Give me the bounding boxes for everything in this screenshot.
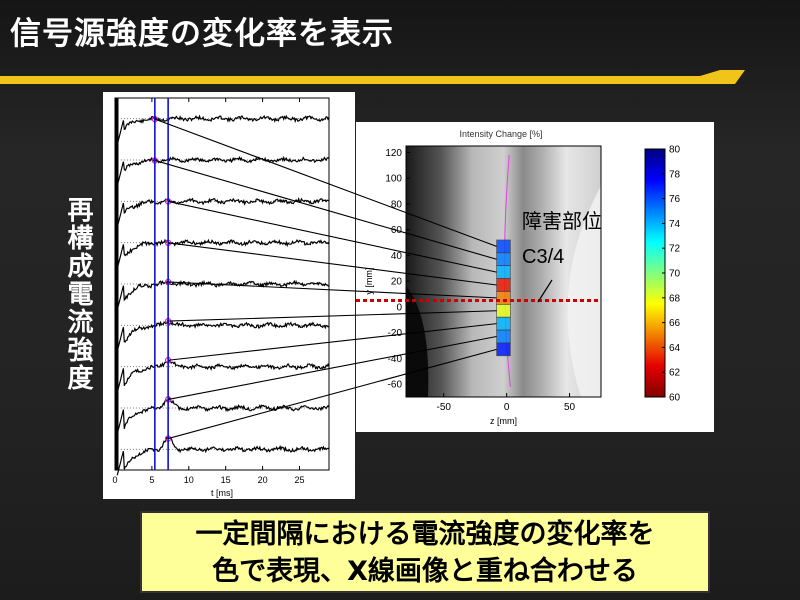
slide-title: 信号源強度の変化率を表示 <box>10 16 394 52</box>
y-tick-label: 120 <box>385 148 402 159</box>
source-block <box>496 304 511 318</box>
xray-chart-panel: Intensity Change [%] -50 0 50 z [mm] 120 100 80… <box>356 122 714 432</box>
source-block <box>496 329 511 344</box>
x-tick-label: 0 <box>112 475 117 485</box>
z-tick-label: -50 <box>437 402 452 413</box>
y-tick-label: 100 <box>385 174 402 185</box>
colorbar-tick-label: 78 <box>669 169 681 180</box>
colorbar-tick-label: 76 <box>669 194 681 205</box>
y-tick-label: 40 <box>391 251 403 262</box>
colorbar-tick-label: 72 <box>669 244 681 255</box>
colorbar-tick-label: 66 <box>669 318 681 329</box>
source-block <box>496 291 511 305</box>
waveform-trace <box>116 436 330 476</box>
y-axis-label: y [mm] <box>364 268 374 295</box>
y-tick-label: 0 <box>396 302 402 313</box>
chart-title: Intensity Change [%] <box>459 129 542 139</box>
waveform-chart: 0 5 10 15 20 25 t [ms] <box>112 97 330 498</box>
xray-bright-region <box>567 186 601 397</box>
lesion-label: 障害部位 <box>522 210 602 233</box>
source-block <box>496 252 511 267</box>
waveform-chart-panel: 0 5 10 15 20 25 t [ms] <box>103 92 355 499</box>
colorbar-tick-label: 62 <box>669 368 681 379</box>
caption-line-1: 一定間隔における電流強度の変化率を <box>195 519 655 550</box>
x-tick-label: 20 <box>258 475 268 485</box>
y-tick-label: 20 <box>391 277 403 288</box>
colorbar-tick-label: 80 <box>669 145 681 156</box>
z-tick-label: 0 <box>504 402 510 413</box>
source-block <box>496 239 511 254</box>
title-underline <box>0 70 745 84</box>
source-block <box>496 278 511 292</box>
x-axis-label: t [ms] <box>211 488 233 498</box>
y-tick-label: 60 <box>391 225 403 236</box>
z-axis-label: z [mm] <box>490 416 517 426</box>
caption-line-2: 色で表現、X線画像と重ね合わせる <box>212 556 638 587</box>
x-tick-label: 25 <box>294 475 304 485</box>
vertical-axis-caption: 再構成電流強度 <box>63 196 93 392</box>
colorbar-tick-label: 64 <box>669 343 681 354</box>
source-block <box>496 342 511 357</box>
colorbar-tick-label: 68 <box>669 293 681 304</box>
x-tick-label: 10 <box>184 475 194 485</box>
y-tick-label: -60 <box>388 380 403 391</box>
xray-overlay-chart: Intensity Change [%] -50 0 50 z [mm] 120 100 80… <box>356 129 681 426</box>
x-tick-label: 15 <box>221 475 231 485</box>
colorbar-tick-label: 60 <box>669 393 681 404</box>
level-label: C3/4 <box>522 246 564 268</box>
z-tick-label: 50 <box>564 402 576 413</box>
level-pointer-line <box>537 279 553 303</box>
y-tick-label: 80 <box>391 199 403 210</box>
source-block <box>496 265 511 279</box>
source-block <box>496 316 511 331</box>
colorbar-tick-label: 70 <box>669 269 681 280</box>
y-tick-label: -40 <box>388 354 403 365</box>
caption-box: 一定間隔における電流強度の変化率を 色で表現、X線画像と重ね合わせる <box>140 511 710 593</box>
colorbar-tick-label: 74 <box>669 219 681 230</box>
x-tick-label: 5 <box>149 475 154 485</box>
y-tick-label: -20 <box>388 328 403 339</box>
